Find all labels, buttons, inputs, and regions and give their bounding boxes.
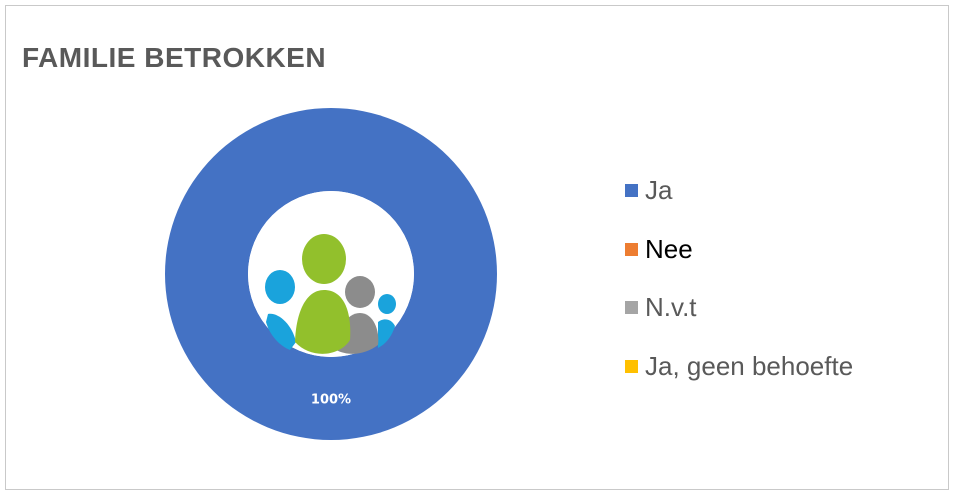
legend-label-nvt: N.v.t [645, 291, 697, 322]
legend-item-nvt: N.v.t [625, 287, 697, 327]
chart-title: FAMILIE BETROKKEN [22, 42, 327, 73]
legend-item-ja-geen-behoefte: Ja, geen behoefte [625, 346, 853, 386]
legend-swatch-ja-geen-behoefte [625, 359, 638, 373]
data-label-ja: 100% [311, 393, 351, 408]
legend-swatch-nvt [625, 300, 638, 314]
legend-label-ja-geen-behoefte: Ja, geen behoefte [645, 350, 854, 381]
legend-swatch-nee [625, 242, 638, 256]
legend-swatch-ja [625, 183, 638, 197]
legend-label-nee: Nee [645, 233, 693, 264]
donut-slices [165, 108, 497, 440]
legend-label-ja: Ja [645, 174, 673, 205]
legend-item-nee: Nee [625, 229, 693, 269]
slice-ja [165, 108, 497, 440]
legend-item-ja: Ja [625, 170, 672, 210]
data-labels: 100% [311, 393, 351, 408]
family-icon [265, 234, 396, 354]
